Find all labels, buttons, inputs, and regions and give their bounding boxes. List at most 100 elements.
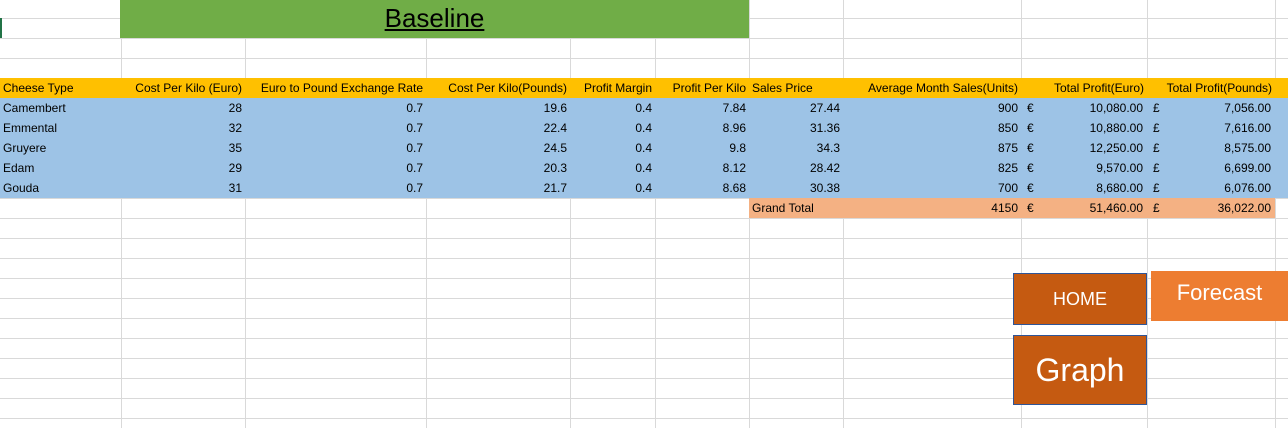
grand-total-euro: 51,460.00 [1089,201,1143,215]
sheet-title: Baseline [384,3,485,33]
pound-symbol: £ [1153,121,1160,135]
total-profit-pounds: 8,575.00 [1224,141,1271,155]
pound-symbol: £ [1153,161,1160,175]
profit-margin-cell[interactable]: 0.4 [570,138,655,158]
grand-total-label[interactable]: Grand Total [749,198,843,218]
cost-euro-cell[interactable]: 31 [121,178,245,198]
total-profit-pounds-cell[interactable]: £7,616.00 [1147,118,1275,138]
total-profit-euro: 9,570.00 [1096,161,1143,175]
avg-sales-cell[interactable]: 900 [843,98,1021,118]
cost-euro-cell[interactable]: 32 [121,118,245,138]
exchange-rate-cell[interactable]: 0.7 [245,158,426,178]
grand-total-pounds-cell[interactable]: £ 36,022.00 [1147,198,1275,218]
avg-sales-cell[interactable]: 875 [843,138,1021,158]
total-profit-pounds-cell[interactable]: £8,575.00 [1147,138,1275,158]
row-fill [1275,118,1288,138]
profit-margin-cell[interactable]: 0.4 [570,158,655,178]
sales-price-cell[interactable]: 34.3 [749,138,843,158]
header-cost-per-kilo-pounds[interactable]: Cost Per Kilo(Pounds) [426,78,570,98]
cost-pounds-cell[interactable]: 20.3 [426,158,570,178]
active-cell-indicator [0,18,2,38]
sales-price-cell[interactable]: 30.38 [749,178,843,198]
header-profit-margin[interactable]: Profit Margin [570,78,655,98]
total-profit-pounds-cell[interactable]: £6,699.00 [1147,158,1275,178]
pound-symbol: £ [1153,181,1160,195]
total-profit-euro: 12,250.00 [1089,141,1143,155]
total-profit-pounds-cell[interactable]: £6,076.00 [1147,178,1275,198]
header-average-month-sales[interactable]: Average Month Sales(Units) [843,78,1021,98]
total-profit-euro-cell[interactable]: €9,570.00 [1021,158,1147,178]
title-banner: Baseline [120,0,749,38]
euro-symbol: € [1027,201,1034,215]
euro-symbol: € [1027,181,1034,195]
total-profit-pounds: 6,076.00 [1224,181,1271,195]
sales-price-cell[interactable]: 28.42 [749,158,843,178]
pound-symbol: £ [1153,101,1160,115]
cost-euro-cell[interactable]: 29 [121,158,245,178]
profit-margin-cell[interactable]: 0.4 [570,178,655,198]
row-fill [1275,178,1288,198]
exchange-rate-cell[interactable]: 0.7 [245,178,426,198]
total-profit-pounds: 6,699.00 [1224,161,1271,175]
total-profit-euro: 10,880.00 [1089,121,1143,135]
sales-price-cell[interactable]: 31.36 [749,118,843,138]
cheese-type-cell[interactable]: Edam [0,158,121,178]
total-profit-euro-cell[interactable]: €8,680.00 [1021,178,1147,198]
row-fill [1275,158,1288,178]
profit-per-kilo-cell[interactable]: 9.8 [655,138,749,158]
header-total-profit-euro[interactable]: Total Profit(Euro) [1021,78,1147,98]
cost-euro-cell[interactable]: 28 [121,98,245,118]
euro-symbol: € [1027,101,1034,115]
header-profit-per-kilo[interactable]: Profit Per Kilo [655,78,749,98]
cost-pounds-cell[interactable]: 21.7 [426,178,570,198]
grand-total-euro-cell[interactable]: € 51,460.00 [1021,198,1147,218]
euro-symbol: € [1027,161,1034,175]
sales-price-cell[interactable]: 27.44 [749,98,843,118]
cheese-type-cell[interactable]: Emmental [0,118,121,138]
header-total-profit-pounds[interactable]: Total Profit(Pounds) [1147,78,1275,98]
total-profit-euro-cell[interactable]: €10,880.00 [1021,118,1147,138]
profit-per-kilo-cell[interactable]: 8.96 [655,118,749,138]
cheese-type-cell[interactable]: Gruyere [0,138,121,158]
cost-pounds-cell[interactable]: 24.5 [426,138,570,158]
cheese-type-cell[interactable]: Camembert [0,98,121,118]
pound-symbol: £ [1153,141,1160,155]
profit-per-kilo-cell[interactable]: 8.12 [655,158,749,178]
header-cost-per-kilo-euro[interactable]: Cost Per Kilo (Euro) [121,78,245,98]
cost-pounds-cell[interactable]: 19.6 [426,98,570,118]
profit-per-kilo-cell[interactable]: 7.84 [655,98,749,118]
grand-total-avg-sales[interactable]: 4150 [843,198,1021,218]
row-fill [1275,138,1288,158]
header-cheese-type[interactable]: Cheese Type [0,78,121,98]
total-profit-euro: 8,680.00 [1096,181,1143,195]
header-exchange-rate[interactable]: Euro to Pound Exchange Rate [245,78,426,98]
forecast-button[interactable]: Forecast [1151,271,1288,321]
home-button[interactable]: HOME [1013,273,1147,325]
exchange-rate-cell[interactable]: 0.7 [245,138,426,158]
profit-margin-cell[interactable]: 0.4 [570,98,655,118]
total-profit-euro-cell[interactable]: €12,250.00 [1021,138,1147,158]
total-profit-pounds-cell[interactable]: £7,056.00 [1147,98,1275,118]
pound-symbol: £ [1153,201,1160,215]
exchange-rate-cell[interactable]: 0.7 [245,98,426,118]
cheese-type-cell[interactable]: Gouda [0,178,121,198]
exchange-rate-cell[interactable]: 0.7 [245,118,426,138]
profit-per-kilo-cell[interactable]: 8.68 [655,178,749,198]
header-fill [1275,78,1288,98]
row-fill [1275,98,1288,118]
graph-button[interactable]: Graph [1013,335,1147,405]
header-sales-price[interactable]: Sales Price [749,78,843,98]
euro-symbol: € [1027,121,1034,135]
cost-euro-cell[interactable]: 35 [121,138,245,158]
euro-symbol: € [1027,141,1034,155]
cost-pounds-cell[interactable]: 22.4 [426,118,570,138]
avg-sales-cell[interactable]: 825 [843,158,1021,178]
total-profit-pounds: 7,616.00 [1224,121,1271,135]
avg-sales-cell[interactable]: 700 [843,178,1021,198]
total-profit-pounds: 7,056.00 [1224,101,1271,115]
avg-sales-cell[interactable]: 850 [843,118,1021,138]
profit-margin-cell[interactable]: 0.4 [570,118,655,138]
total-profit-euro-cell[interactable]: €10,080.00 [1021,98,1147,118]
grand-total-pounds: 36,022.00 [1217,201,1271,215]
total-profit-euro: 10,080.00 [1089,101,1143,115]
